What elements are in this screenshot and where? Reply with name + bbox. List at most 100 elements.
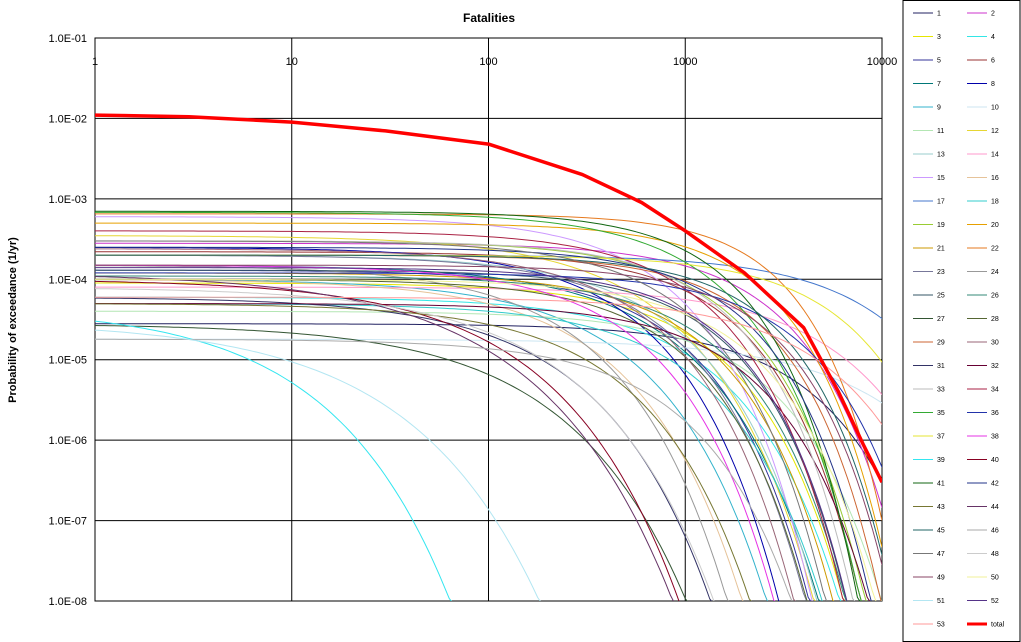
legend-label: 29: [937, 340, 945, 347]
series-line-24: [95, 265, 729, 601]
legend-label: 7: [937, 81, 941, 88]
legend-label: 49: [937, 575, 945, 582]
y-tick-label: 1.0E-03: [48, 194, 87, 206]
series-line-total: [95, 113, 882, 483]
series-line-16: [95, 279, 744, 601]
x-tick-label: 1000: [673, 56, 697, 68]
legend-label: 37: [937, 434, 945, 441]
y-tick-label: 1.0E-05: [48, 355, 87, 367]
series-lines: [95, 113, 882, 601]
series-line-15: [95, 216, 813, 601]
series-line-22: [95, 213, 882, 521]
series-line-44: [95, 276, 675, 601]
legend-label: 26: [991, 293, 999, 300]
legend-label: 24: [991, 269, 999, 276]
y-tick-label: 1.0E-06: [48, 435, 87, 447]
legend-label: 27: [937, 316, 945, 323]
legend-label: 6: [991, 58, 995, 65]
legend-label: 1: [937, 11, 941, 18]
series-line-6: [95, 251, 862, 601]
y-tick-label: 1.0E-08: [48, 596, 87, 608]
series-line-52: [95, 267, 848, 601]
series-line-35: [95, 211, 862, 601]
series-line-25: [95, 269, 848, 601]
legend-label: 39: [937, 457, 945, 464]
legend-label: 46: [991, 528, 999, 535]
series-line-1: [95, 323, 882, 483]
series-line-39: [95, 320, 452, 601]
y-tick-label: 1.0E-01: [48, 33, 87, 45]
series-line-14: [95, 286, 882, 395]
y-axis: 1.0E-01 1.0E-02 1.0E-03 1.0E-04 1.0E-05 1.0E-…: [48, 33, 87, 608]
chart-title: Fatalities: [463, 11, 515, 25]
legend-label: 12: [991, 128, 999, 135]
legend-label: 2: [991, 11, 995, 18]
series-line-11: [95, 310, 882, 601]
series-line-42: [95, 246, 872, 601]
legend-label: 16: [991, 175, 999, 182]
y-tick-label: 1.0E-07: [48, 516, 87, 528]
x-tick-label: 10000: [867, 56, 898, 68]
legend-label: 22: [991, 246, 999, 253]
series-line-3: [95, 282, 846, 601]
legend-label: 31: [937, 363, 945, 370]
legend-label: 17: [937, 199, 945, 206]
series-line-45: [95, 254, 882, 556]
legend-label: 42: [991, 481, 999, 488]
series-line-50: [95, 278, 877, 601]
legend-label: 13: [937, 152, 945, 159]
series-line-48: [95, 288, 715, 601]
x-tick-label: 1: [92, 56, 98, 68]
legend-label: 5: [937, 58, 941, 65]
legend-label: 10: [991, 105, 999, 112]
legend-label: 11: [937, 128, 944, 135]
series-line-38: [95, 264, 776, 601]
y-tick-label: 1.0E-02: [48, 113, 87, 125]
legend-label: 28: [991, 316, 999, 323]
legend-label: 53: [937, 622, 945, 629]
legend-label: 45: [937, 528, 945, 535]
x-axis: 1 10 100 1000 10000: [92, 56, 897, 68]
series-line-36: [95, 272, 882, 468]
legend-label: 30: [991, 340, 999, 347]
series-line-34: [95, 230, 846, 601]
legend-label: 40: [991, 457, 999, 464]
legend-label: 43: [937, 504, 945, 511]
legend-label: 52: [991, 598, 999, 605]
legend-label: 9: [937, 105, 941, 112]
legend-label: 14: [991, 152, 999, 159]
legend-label: 19: [937, 222, 945, 229]
series-line-51: [95, 329, 541, 601]
legend-label: 34: [991, 387, 999, 394]
legend-label: 4: [991, 34, 995, 41]
series-line-46: [95, 338, 793, 601]
legend-label: 18: [991, 199, 999, 206]
x-tick-label: 10: [286, 56, 298, 68]
series-line-49: [95, 264, 882, 566]
x-tick-label: 100: [479, 56, 497, 68]
legend-label: 35: [937, 410, 945, 417]
legend-label: 48: [991, 551, 999, 558]
legend-label: total: [991, 622, 1005, 629]
legend-label: 20: [991, 222, 999, 229]
y-axis-label: Probability of exceedance (1/yr): [7, 237, 19, 403]
series-line-43: [95, 303, 752, 601]
legend-label: 25: [937, 293, 945, 300]
series-line-47: [95, 240, 828, 601]
legend-label: 36: [991, 410, 999, 417]
legend-label: 21: [937, 246, 945, 253]
legend-label: 47: [937, 551, 945, 558]
series-line-32: [95, 303, 871, 601]
legend-label: 3: [937, 34, 941, 41]
series-line-26: [95, 275, 847, 601]
y-tick-label: 1.0E-04: [48, 274, 87, 286]
series-line-30: [95, 248, 796, 601]
legend-label: 8: [991, 81, 995, 88]
legend-label: 23: [937, 269, 945, 276]
legend-label: 38: [991, 434, 999, 441]
series-line-53: [95, 296, 882, 425]
legend-label: 41: [937, 481, 945, 488]
